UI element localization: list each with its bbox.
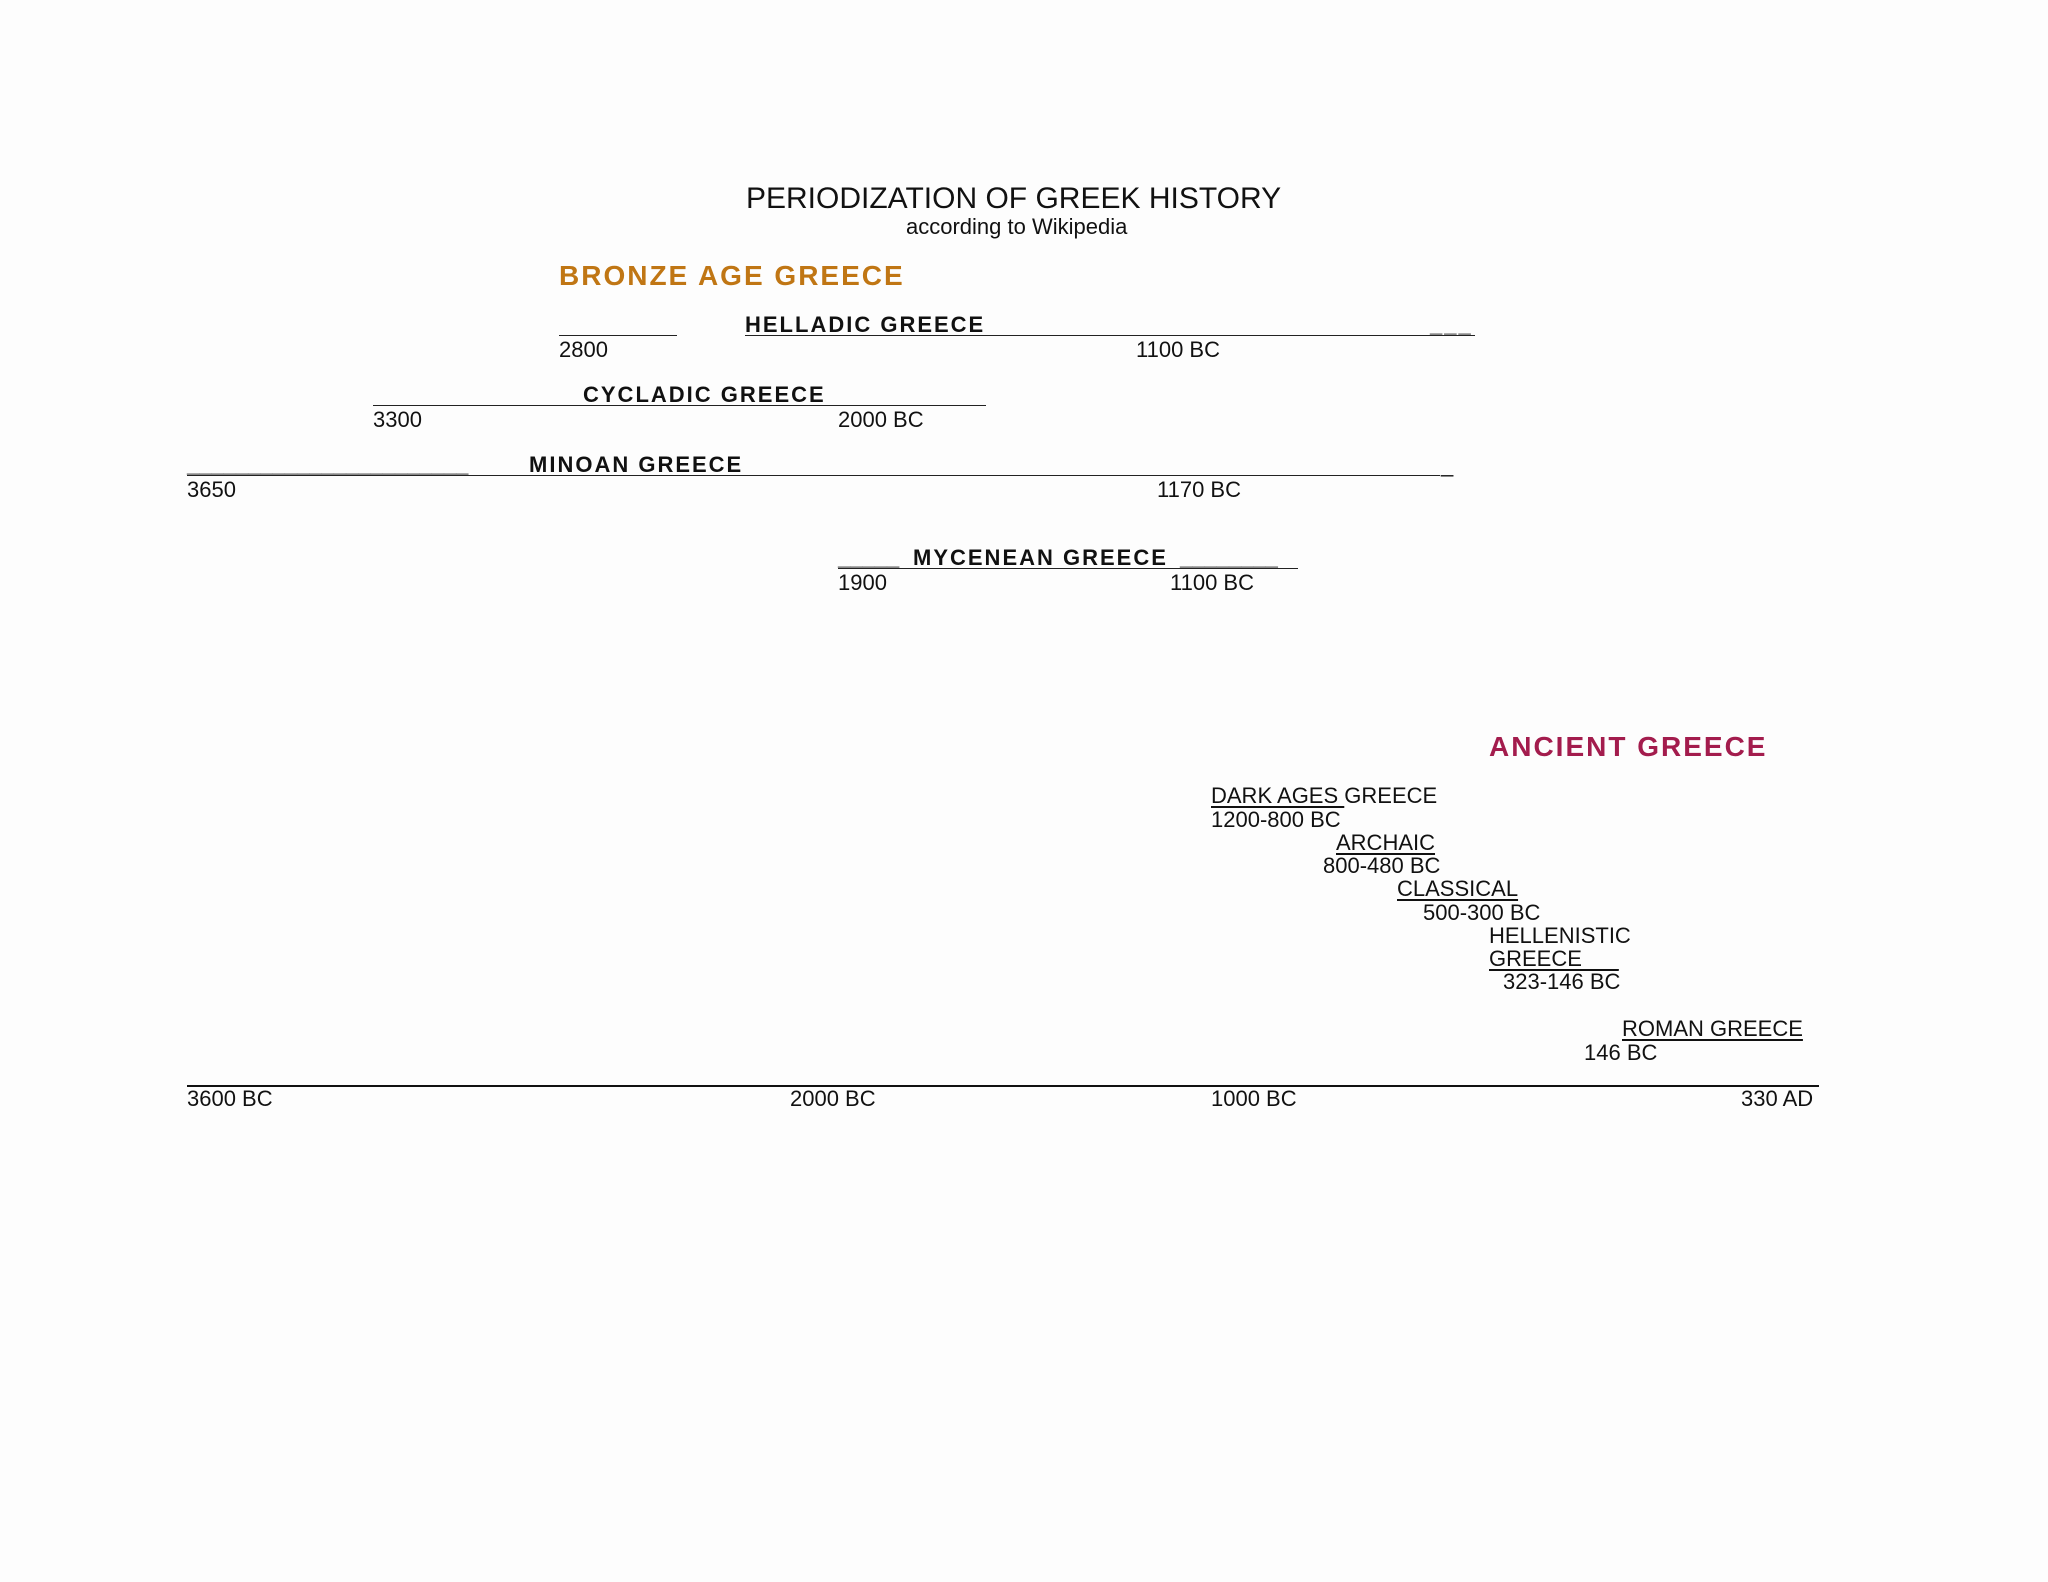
mycenean-lead: _____ <box>838 545 900 570</box>
axis-label-end: 330 AD <box>1741 1086 1814 1111</box>
timeline-axis-line <box>187 1085 1819 1087</box>
archaic-label: ARCHAIC <box>1336 830 1436 855</box>
cycladic-end-label: 2000 BC <box>838 407 924 432</box>
hellenistic-dates: 323-146 BC <box>1503 969 1621 994</box>
dark-ages-label: DARK AGES GREECE <box>1211 784 1437 808</box>
helladic-end-label: 1100 BC <box>1136 337 1220 362</box>
axis-label-1000bc: 1000 BC <box>1211 1086 1297 1111</box>
cycladic-label: CYCLADIC GREECE <box>583 382 826 407</box>
cycladic-start-label: 3300 <box>373 407 422 432</box>
minoan-bar <box>187 475 1440 476</box>
helladic-bar-right <box>745 335 1475 336</box>
helladic-bar-left <box>559 335 677 336</box>
hellenistic-label-line1: HELLENISTIC <box>1489 923 1631 948</box>
ancient-greece-heading: ANCIENT GREECE <box>1489 731 1768 762</box>
bronze-age-heading: BRONZE AGE GREECE <box>559 260 905 291</box>
helladic-start-label: 2800 <box>559 337 608 362</box>
minoan-label: MINOAN GREECE <box>529 452 744 477</box>
mycenean-tail: ________ <box>1180 545 1278 570</box>
hellenistic-label-line2: GREECE___ <box>1489 946 1619 971</box>
minoan-lead: _______________________ <box>187 452 469 477</box>
roman-dates: 146 BC <box>1584 1040 1658 1065</box>
mycenean-end-label: 1100 BC <box>1170 570 1254 595</box>
axis-label-2000bc: 2000 BC <box>790 1086 876 1111</box>
mycenean-bar <box>838 568 1298 569</box>
mycenean-start-label: 1900 <box>838 570 887 595</box>
dark-ages-label-underlined: DARK AGES <box>1211 783 1345 808</box>
helladic-label: HELLADIC GREECE <box>745 312 986 337</box>
cycladic-bar <box>373 405 986 406</box>
archaic-dates: 800-480 BC <box>1323 853 1441 878</box>
classical-dates: 500-300 BC <box>1423 900 1541 925</box>
minoan-tail: _ <box>1441 452 1454 477</box>
helladic-tail: ___ <box>1430 312 1473 337</box>
axis-label-start: 3600 BC <box>187 1086 273 1111</box>
page-subtitle: according to Wikipedia <box>906 214 1128 239</box>
dark-ages-label-rest: GREECE <box>1344 783 1438 808</box>
roman-label: ROMAN GREECE <box>1622 1016 1803 1041</box>
page-title: PERIODIZATION OF GREEK HISTORY <box>746 182 1282 215</box>
dark-ages-dates: 1200-800 BC <box>1211 807 1341 832</box>
minoan-end-label: 1170 BC <box>1157 477 1241 502</box>
minoan-start-label: 3650 <box>187 477 236 502</box>
classical-label: CLASSICAL <box>1397 876 1519 901</box>
mycenean-label: MYCENEAN GREECE <box>913 545 1168 570</box>
